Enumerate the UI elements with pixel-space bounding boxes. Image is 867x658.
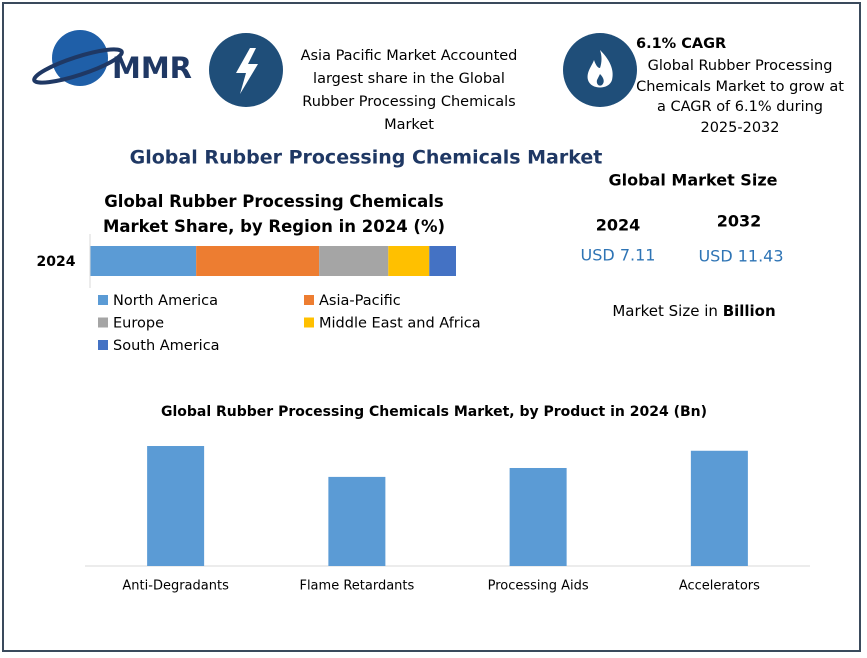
logo-orbit [32,47,124,85]
card-text: Global Rubber Processing Chemicals Marke… [636,58,844,136]
legend-label: Middle East and Africa [319,316,481,332]
unit-note: Market Size in Billion [612,302,775,320]
lightning-icon [236,48,258,94]
legend-swatch [98,340,108,350]
bar [690,450,748,566]
x-tick-label: Flame Retardants [299,579,414,594]
logo-text: MMR [112,51,192,85]
card-text: Asia Pacific Market Accounted largest sh… [300,48,518,133]
bar-segment [429,246,456,276]
bar [328,476,386,566]
market-value: USD 7.11 [581,246,656,265]
legend-swatch [98,317,108,328]
unit: Billion [723,302,776,320]
legend-swatch [304,317,314,328]
unit-text: Market Size in [612,302,718,320]
legend-label: Asia-Pacific [319,293,401,309]
market-value: USD 11.43 [698,247,783,266]
x-tick-label: Accelerators [679,579,760,594]
frame [2,2,861,652]
legend-label: Europe [113,316,164,332]
bar [147,446,205,566]
bar-segment [196,246,320,276]
card-title: 6.1% CAGR [636,36,727,52]
x-tick-label: Anti-Degradants [122,579,229,594]
bar-segment [319,246,389,276]
chart-title: Global Rubber Processing Chemicals Marke… [161,404,707,420]
market-size-title: Global Market Size [609,171,778,190]
category-label: 2024 [37,254,76,270]
main-title: Global Rubber Processing Chemicals Marke… [130,147,603,169]
year: 2032 [717,212,762,231]
legend-swatch [98,295,108,305]
bar [509,467,567,566]
legend-swatch [304,295,314,305]
bar-segment [388,246,430,276]
flame-icon [587,50,613,88]
legend-label: South America [113,338,220,354]
x-tick-label: Processing Aids [488,579,589,594]
bar-segment [90,246,197,276]
legend-label: North America [113,293,218,309]
chart-title: Global Rubber Processing Chemicals Marke… [102,192,446,236]
year: 2024 [596,216,641,235]
